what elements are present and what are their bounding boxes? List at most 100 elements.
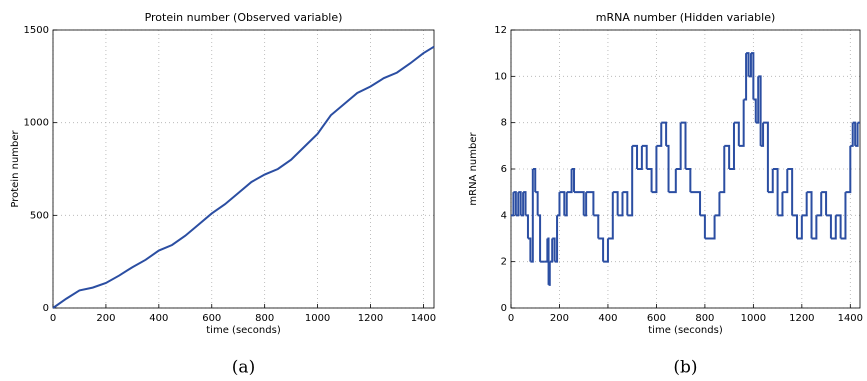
step-segment xyxy=(627,145,634,217)
x-tick-label: 1400 xyxy=(411,313,436,324)
step-segment xyxy=(738,99,745,147)
step-segment xyxy=(690,191,702,216)
step-segment xyxy=(801,192,808,217)
step-segment xyxy=(772,168,779,216)
step-segment xyxy=(796,215,803,240)
step-segment xyxy=(530,169,534,263)
step-segment xyxy=(855,122,859,147)
step-segment xyxy=(515,192,520,217)
step-segment xyxy=(527,237,532,262)
step-segment xyxy=(552,237,556,262)
step-segment xyxy=(586,191,595,216)
y-tick-label: 10 xyxy=(494,71,507,82)
y-tick-label: 1000 xyxy=(24,118,49,129)
step-segment xyxy=(724,144,731,169)
step-segment xyxy=(612,191,619,216)
y-tick-label: 0 xyxy=(43,303,49,314)
step-segment xyxy=(617,192,624,217)
x-tick-label: 200 xyxy=(96,313,115,324)
x-tick-label: 400 xyxy=(598,313,617,324)
caption: (b) xyxy=(673,358,697,378)
step-segment xyxy=(840,192,847,240)
step-segment xyxy=(549,238,554,263)
x-tick-label: 0 xyxy=(50,313,56,324)
step-segment xyxy=(746,52,750,77)
y-tick-label: 2 xyxy=(501,257,507,268)
chart-title: mRNA number (Hidden variable) xyxy=(596,11,776,24)
x-tick-label: 1000 xyxy=(305,313,330,324)
x-tick-label: 800 xyxy=(255,313,274,324)
step-segment xyxy=(566,169,573,194)
step-segment xyxy=(651,145,658,194)
x-tick-label: 0 xyxy=(508,313,514,324)
step-segment xyxy=(767,169,774,194)
step-segment xyxy=(656,122,663,147)
y-tick-label: 8 xyxy=(501,118,507,129)
step-segment xyxy=(782,169,789,194)
y-tick-label: 500 xyxy=(30,210,49,221)
step-segment xyxy=(758,75,762,146)
step-segment xyxy=(666,144,670,193)
plot-frame xyxy=(510,29,861,309)
step-segment xyxy=(559,191,566,216)
step-segment xyxy=(523,191,527,216)
caption: (a) xyxy=(232,358,255,378)
step-segment xyxy=(548,261,551,286)
step-segment xyxy=(661,121,668,146)
x-axis-label: time (seconds) xyxy=(648,325,723,336)
step-segment xyxy=(668,169,677,194)
y-tick-label: 12 xyxy=(494,25,507,36)
step-segment xyxy=(571,168,576,193)
x-tick-label: 600 xyxy=(647,313,666,324)
x-tick-label: 1200 xyxy=(789,313,814,324)
step-segment xyxy=(719,145,726,194)
step-segment xyxy=(830,215,837,240)
step-segment xyxy=(520,192,525,217)
step-segment xyxy=(680,121,687,169)
step-segment xyxy=(544,238,549,263)
y-axis-label: mRNA number xyxy=(468,132,479,206)
x-tick-label: 1000 xyxy=(741,313,766,324)
data-line xyxy=(52,45,435,309)
y-tick-label: 1500 xyxy=(24,25,49,36)
step-segment xyxy=(700,214,706,239)
step-segment xyxy=(593,214,600,239)
step-segment xyxy=(685,168,692,193)
step-segment xyxy=(554,215,559,263)
chart-title: Protein number (Observed variable) xyxy=(145,11,343,24)
step-segment xyxy=(574,191,585,216)
step-segment xyxy=(835,214,842,239)
step-segment xyxy=(598,237,605,262)
step-segment xyxy=(632,144,639,169)
step-segment xyxy=(622,191,629,216)
x-tick-label: 1400 xyxy=(838,313,863,324)
step-segment xyxy=(750,52,755,100)
step-segment xyxy=(743,53,748,101)
step-segment xyxy=(763,121,769,193)
step-segment xyxy=(792,214,798,239)
step-segment xyxy=(777,192,784,217)
step-segment xyxy=(532,168,537,193)
step-segment xyxy=(729,122,735,170)
step-segment xyxy=(714,192,721,217)
step-segment xyxy=(850,122,854,147)
step-segment xyxy=(547,237,550,285)
step-segment xyxy=(753,98,757,123)
step-segment xyxy=(821,191,828,216)
x-tick-label: 400 xyxy=(149,313,168,324)
y-tick-label: 6 xyxy=(501,164,507,175)
step-segment xyxy=(537,214,542,262)
step-segment xyxy=(845,145,852,194)
step-segment xyxy=(646,168,653,193)
step-segment xyxy=(525,214,529,239)
x-tick-label: 200 xyxy=(550,313,569,324)
step-segment xyxy=(535,191,539,216)
step-segment xyxy=(637,145,643,170)
step-segment xyxy=(816,192,823,217)
step-segment xyxy=(583,192,588,217)
step-segment xyxy=(557,192,561,217)
step-segment xyxy=(733,121,740,146)
step-segment xyxy=(518,191,522,216)
x-tick-label: 600 xyxy=(202,313,221,324)
